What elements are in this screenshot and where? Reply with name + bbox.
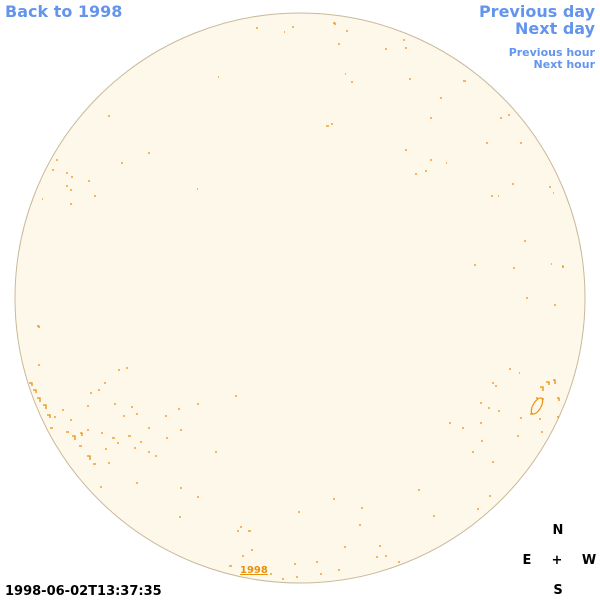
- previous-day-link[interactable]: Previous day: [479, 2, 596, 21]
- next-hour-link[interactable]: Next hour: [534, 58, 596, 71]
- compass-west: W: [582, 553, 596, 568]
- previous-hour-link[interactable]: Previous hour: [509, 46, 596, 59]
- timestamp: 1998-06-02T13:37:35: [5, 584, 162, 599]
- disk-year-link[interactable]: 1998: [240, 565, 268, 576]
- active-regions: [29, 22, 564, 580]
- solar-disk: [14, 12, 586, 584]
- compass-north: N: [553, 523, 564, 538]
- compass-south: S: [553, 583, 562, 598]
- compass-east: E: [523, 553, 532, 568]
- back-link[interactable]: Back to 1998: [5, 2, 122, 21]
- compass-center: +: [552, 553, 563, 568]
- active-region-loop: [530, 397, 544, 415]
- next-day-link[interactable]: Next day: [515, 19, 596, 38]
